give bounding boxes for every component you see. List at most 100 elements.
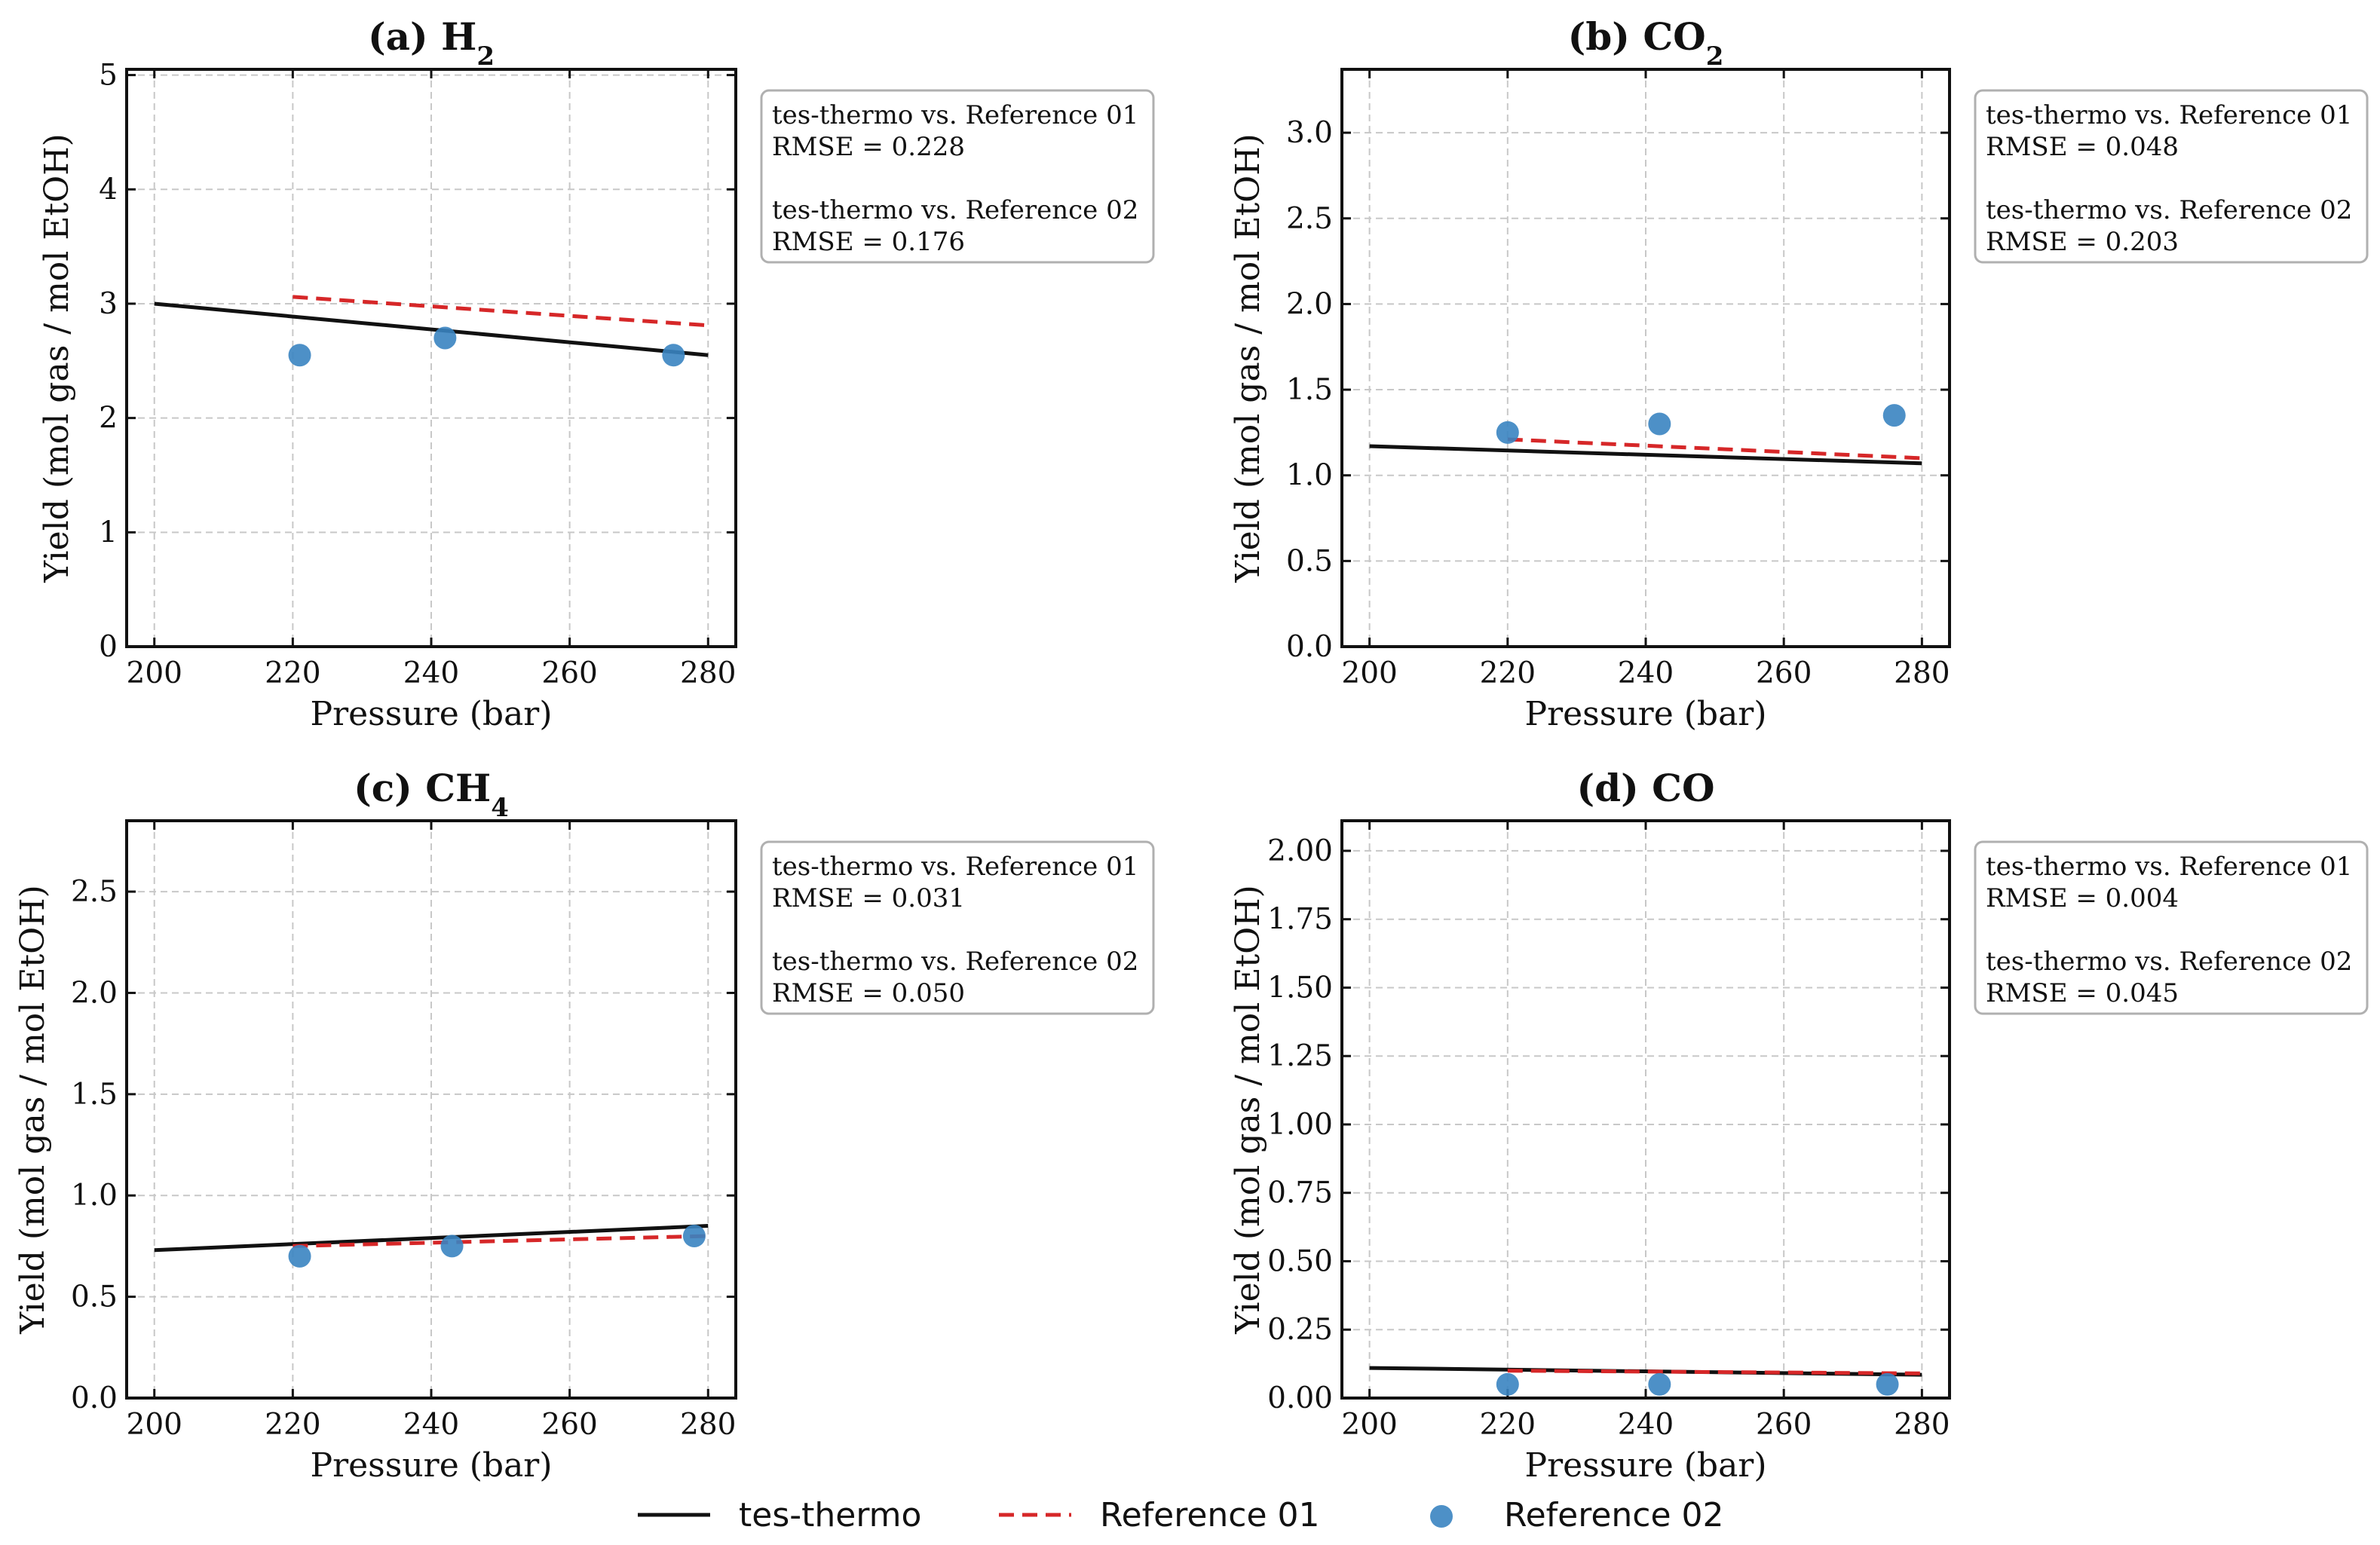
y-tick-label: 0.0 <box>71 1381 118 1415</box>
chart-panel-d: 200 220 240 260 280 0.00 0.25 0.50 0.75 1.00 1.25 1… <box>1229 766 2369 1485</box>
panel-title: (c) CH4 <box>354 766 509 823</box>
x-axis-label: Pressure (bar) <box>311 1446 553 1485</box>
x-tick-label: 280 <box>680 1408 736 1442</box>
panel-title: (d) CO <box>1576 766 1714 810</box>
rmse-annotation-line: tes-thermo vs. Reference 01 <box>772 852 1138 882</box>
legend-ref1-label: Reference 01 <box>1100 1496 1320 1534</box>
y-tick-label: 1.50 <box>1267 971 1333 1005</box>
y-axis-label: Yield (mol gas / mol EtOH) <box>1229 133 1267 583</box>
plot-frame <box>125 68 737 648</box>
x-axis-label: Pressure (bar) <box>1525 1446 1767 1485</box>
y-tick-label: 2 <box>99 402 118 436</box>
data-point-reference-02 <box>1648 412 1671 436</box>
panel-title-text: (c) CH <box>354 766 491 810</box>
data-point-reference-02 <box>1882 404 1906 427</box>
y-tick-label: 0.50 <box>1267 1244 1333 1278</box>
data-point-reference-02 <box>433 326 457 350</box>
x-tick-label: 240 <box>1618 656 1674 690</box>
x-tick-label: 280 <box>1894 656 1950 690</box>
rmse-annotation-line: RMSE = 0.176 <box>772 227 965 257</box>
y-tick-label: 0.5 <box>1286 544 1333 578</box>
y-tick-label: 1.00 <box>1267 1108 1333 1142</box>
y-tick-label: 1.0 <box>1286 459 1333 493</box>
y-tick-label: 0.00 <box>1267 1381 1333 1415</box>
y-tick-label: 0.0 <box>1286 630 1333 664</box>
x-tick-label: 220 <box>1480 656 1536 690</box>
rmse-annotation-line: RMSE = 0.004 <box>1986 883 2179 913</box>
rmse-annotation-box <box>760 89 1155 264</box>
panel-title-text: (d) CO <box>1576 766 1714 810</box>
rmse-annotation-line: RMSE = 0.050 <box>772 978 965 1008</box>
x-tick-label: 240 <box>403 1408 459 1442</box>
panel-title: (b) CO2 <box>1568 14 1724 72</box>
y-tick-label: 0.25 <box>1267 1313 1333 1347</box>
plot-frame <box>1340 68 1951 648</box>
x-tick-label: 220 <box>265 656 320 690</box>
x-tick-label: 220 <box>265 1408 320 1442</box>
y-tick-label: 2.0 <box>1286 287 1333 321</box>
x-tick-label: 280 <box>680 656 736 690</box>
plot-frame <box>1340 819 1951 1400</box>
rmse-annotation-line: tes-thermo vs. Reference 02 <box>1986 947 2352 977</box>
x-tick-label: 200 <box>1341 1408 1397 1442</box>
y-axis-label: Yield (mol gas / mol EtOH) <box>14 885 52 1335</box>
x-tick-label: 220 <box>1480 1408 1536 1442</box>
panel-title-text: (a) H <box>368 14 476 59</box>
panel-title-subscript: 4 <box>491 793 509 823</box>
y-axis-label: Yield (mol gas / mol EtOH) <box>38 133 76 583</box>
x-tick-label: 240 <box>1618 1408 1674 1442</box>
x-tick-label: 200 <box>127 656 182 690</box>
y-tick-label: 1.25 <box>1267 1039 1333 1073</box>
y-tick-label: 3 <box>99 287 118 321</box>
rmse-annotation-line: tes-thermo vs. Reference 01 <box>1986 100 2352 130</box>
y-tick-label: 0 <box>99 630 118 664</box>
rmse-annotation-box <box>760 840 1155 1015</box>
rmse-annotation-line: tes-thermo vs. Reference 02 <box>772 195 1138 225</box>
rmse-annotation-line: RMSE = 0.203 <box>1986 227 2179 257</box>
rmse-annotation-line: RMSE = 0.031 <box>772 883 965 913</box>
x-tick-label: 260 <box>541 656 597 690</box>
panel-title: (a) H2 <box>368 14 495 72</box>
y-tick-label: 0.5 <box>71 1280 118 1314</box>
legend-ref2-swatch <box>1430 1505 1453 1528</box>
panel-title-subscript: 2 <box>1706 41 1724 72</box>
data-point-reference-02 <box>1496 421 1519 444</box>
rmse-annotation-line: tes-thermo vs. Reference 01 <box>1986 852 2352 882</box>
plot-frame <box>125 819 737 1400</box>
y-axis-label: Yield (mol gas / mol EtOH) <box>1229 885 1267 1335</box>
data-point-reference-02 <box>1648 1372 1671 1396</box>
y-tick-label: 5 <box>99 59 118 93</box>
series-line-tes-thermo <box>154 301 709 357</box>
legend-model-label: tes-thermo <box>739 1496 921 1534</box>
rmse-annotation-line: tes-thermo vs. Reference 02 <box>772 947 1138 977</box>
x-tick-label: 200 <box>127 1408 182 1442</box>
x-tick-label: 260 <box>541 1408 597 1442</box>
y-tick-label: 1 <box>99 516 118 549</box>
chart-panel-b: 200 220 240 260 280 0.0 0.5 1.0 1.5 2.0 2.5 3.0 (b) … <box>1229 14 2369 733</box>
rmse-annotation-line: tes-thermo vs. Reference 01 <box>772 100 1138 130</box>
y-tick-label: 2.5 <box>71 875 118 909</box>
series-line-tes-thermo <box>1369 444 1922 466</box>
rmse-annotation-line: RMSE = 0.045 <box>1986 978 2179 1008</box>
rmse-annotation-box <box>1974 89 2369 264</box>
x-tick-label: 240 <box>403 656 459 690</box>
data-point-reference-02 <box>1876 1372 1899 1396</box>
y-tick-label: 1.0 <box>71 1179 118 1213</box>
x-axis-label: Pressure (bar) <box>311 695 553 733</box>
data-point-reference-02 <box>662 344 685 367</box>
panel-title-subscript: 2 <box>476 41 495 72</box>
figure-legend: tes-thermo Reference 01 Reference 02 <box>638 1496 1724 1534</box>
y-tick-label: 0.75 <box>1267 1176 1333 1210</box>
chart-panel-c: 200 220 240 260 280 0.0 0.5 1.0 1.5 2.0 2.5 (c) CH4… <box>14 766 1155 1485</box>
legend-ref2-label: Reference 02 <box>1504 1496 1724 1534</box>
x-tick-label: 260 <box>1756 656 1812 690</box>
y-tick-label: 2.00 <box>1267 834 1333 868</box>
rmse-annotation-line: RMSE = 0.228 <box>772 132 965 162</box>
x-axis-label: Pressure (bar) <box>1525 695 1767 733</box>
y-tick-label: 1.75 <box>1267 903 1333 937</box>
series-line-tes-thermo <box>154 1224 709 1253</box>
panel-title-text: (b) CO <box>1568 14 1706 59</box>
